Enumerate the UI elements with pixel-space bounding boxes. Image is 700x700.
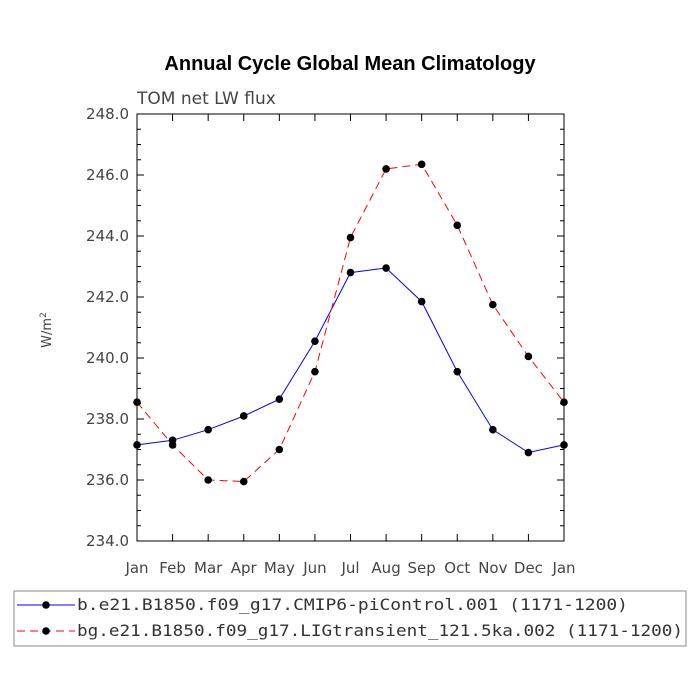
x-tick-label: Oct [444,559,470,577]
x-tick-label: Jun [302,559,326,577]
data-point-series-2 [489,300,497,309]
y-axis-label-text: W/m [40,318,55,348]
y-tick-label: 240.0 [86,349,129,367]
legend-label-1: b.e21.B1850.f09_g17.CMIP6-piControl.001 … [77,595,628,614]
data-point-series-1 [560,441,568,449]
axis-ticks: 234.0 236.0 238.0 240.0 242.0 244.0 246.0 248.0… [86,105,576,577]
data-point-series-1 [275,395,284,403]
data-point-series-2 [417,160,426,169]
data-point-series-2 [168,441,177,449]
data-point-series-1 [346,268,355,277]
data-point-series-2 [382,165,390,173]
data-point-series-2 [133,398,141,407]
x-tick-label: Feb [159,559,186,577]
data-point-series-1 [382,264,390,272]
legend: b.e21.B1850.f09_g17.CMIP6-piControl.001 … [17,595,683,640]
y-tick-label: 248.0 [86,105,129,123]
data-point-series-1 [489,425,497,434]
y-axis-label-sup: 2 [39,312,49,318]
data-point-series-1 [524,448,533,457]
data-point-series-2 [275,445,284,454]
data-point-series-1 [133,441,141,449]
y-tick-label: 242.0 [86,288,129,306]
y-axis-label: W/m2 [39,312,55,348]
data-point-series-1 [204,425,212,434]
data-point-series-2 [204,476,212,484]
x-tick-label: Apr [231,559,258,577]
x-tick-label: Dec [514,559,543,577]
y-tick-label: 246.0 [86,166,129,184]
x-tick-label: May [264,559,295,577]
chart-title: Annual Cycle Global Mean Climatology [164,53,536,75]
data-point-series-2 [453,221,462,230]
series-layer [133,160,568,486]
data-point-series-2 [239,477,248,486]
data-point-series-1 [453,367,462,376]
x-tick-label: Aug [371,559,400,577]
data-point-series-2 [524,352,533,361]
data-point-series-1 [311,337,319,346]
y-tick-label: 234.0 [86,532,129,550]
data-point-series-2 [346,233,355,242]
plot-frame [136,113,565,542]
legend-marker-1 [42,601,50,609]
data-point-series-1 [417,297,426,306]
x-tick-label: Sep [408,559,436,577]
x-tick-label: Mar [194,559,223,577]
x-tick-label: Nov [478,559,507,577]
y-tick-label: 238.0 [86,410,129,428]
chart-subtitle: TOM net LW flux [136,89,276,109]
data-point-series-2 [311,367,319,376]
x-tick-label: Jan [124,559,148,577]
series-line-1 [136,267,565,454]
y-tick-label: 244.0 [86,227,129,245]
legend-marker-2 [42,627,50,635]
y-tick-label: 236.0 [86,471,129,489]
x-tick-label: Jul [340,559,359,577]
x-tick-label: Jan [551,559,575,577]
data-point-series-2 [560,398,568,407]
data-point-series-1 [239,412,248,420]
legend-box [13,590,687,647]
legend-label-2: bg.e21.B1850.f09_g17.LIGtransient_121.5k… [77,621,683,640]
